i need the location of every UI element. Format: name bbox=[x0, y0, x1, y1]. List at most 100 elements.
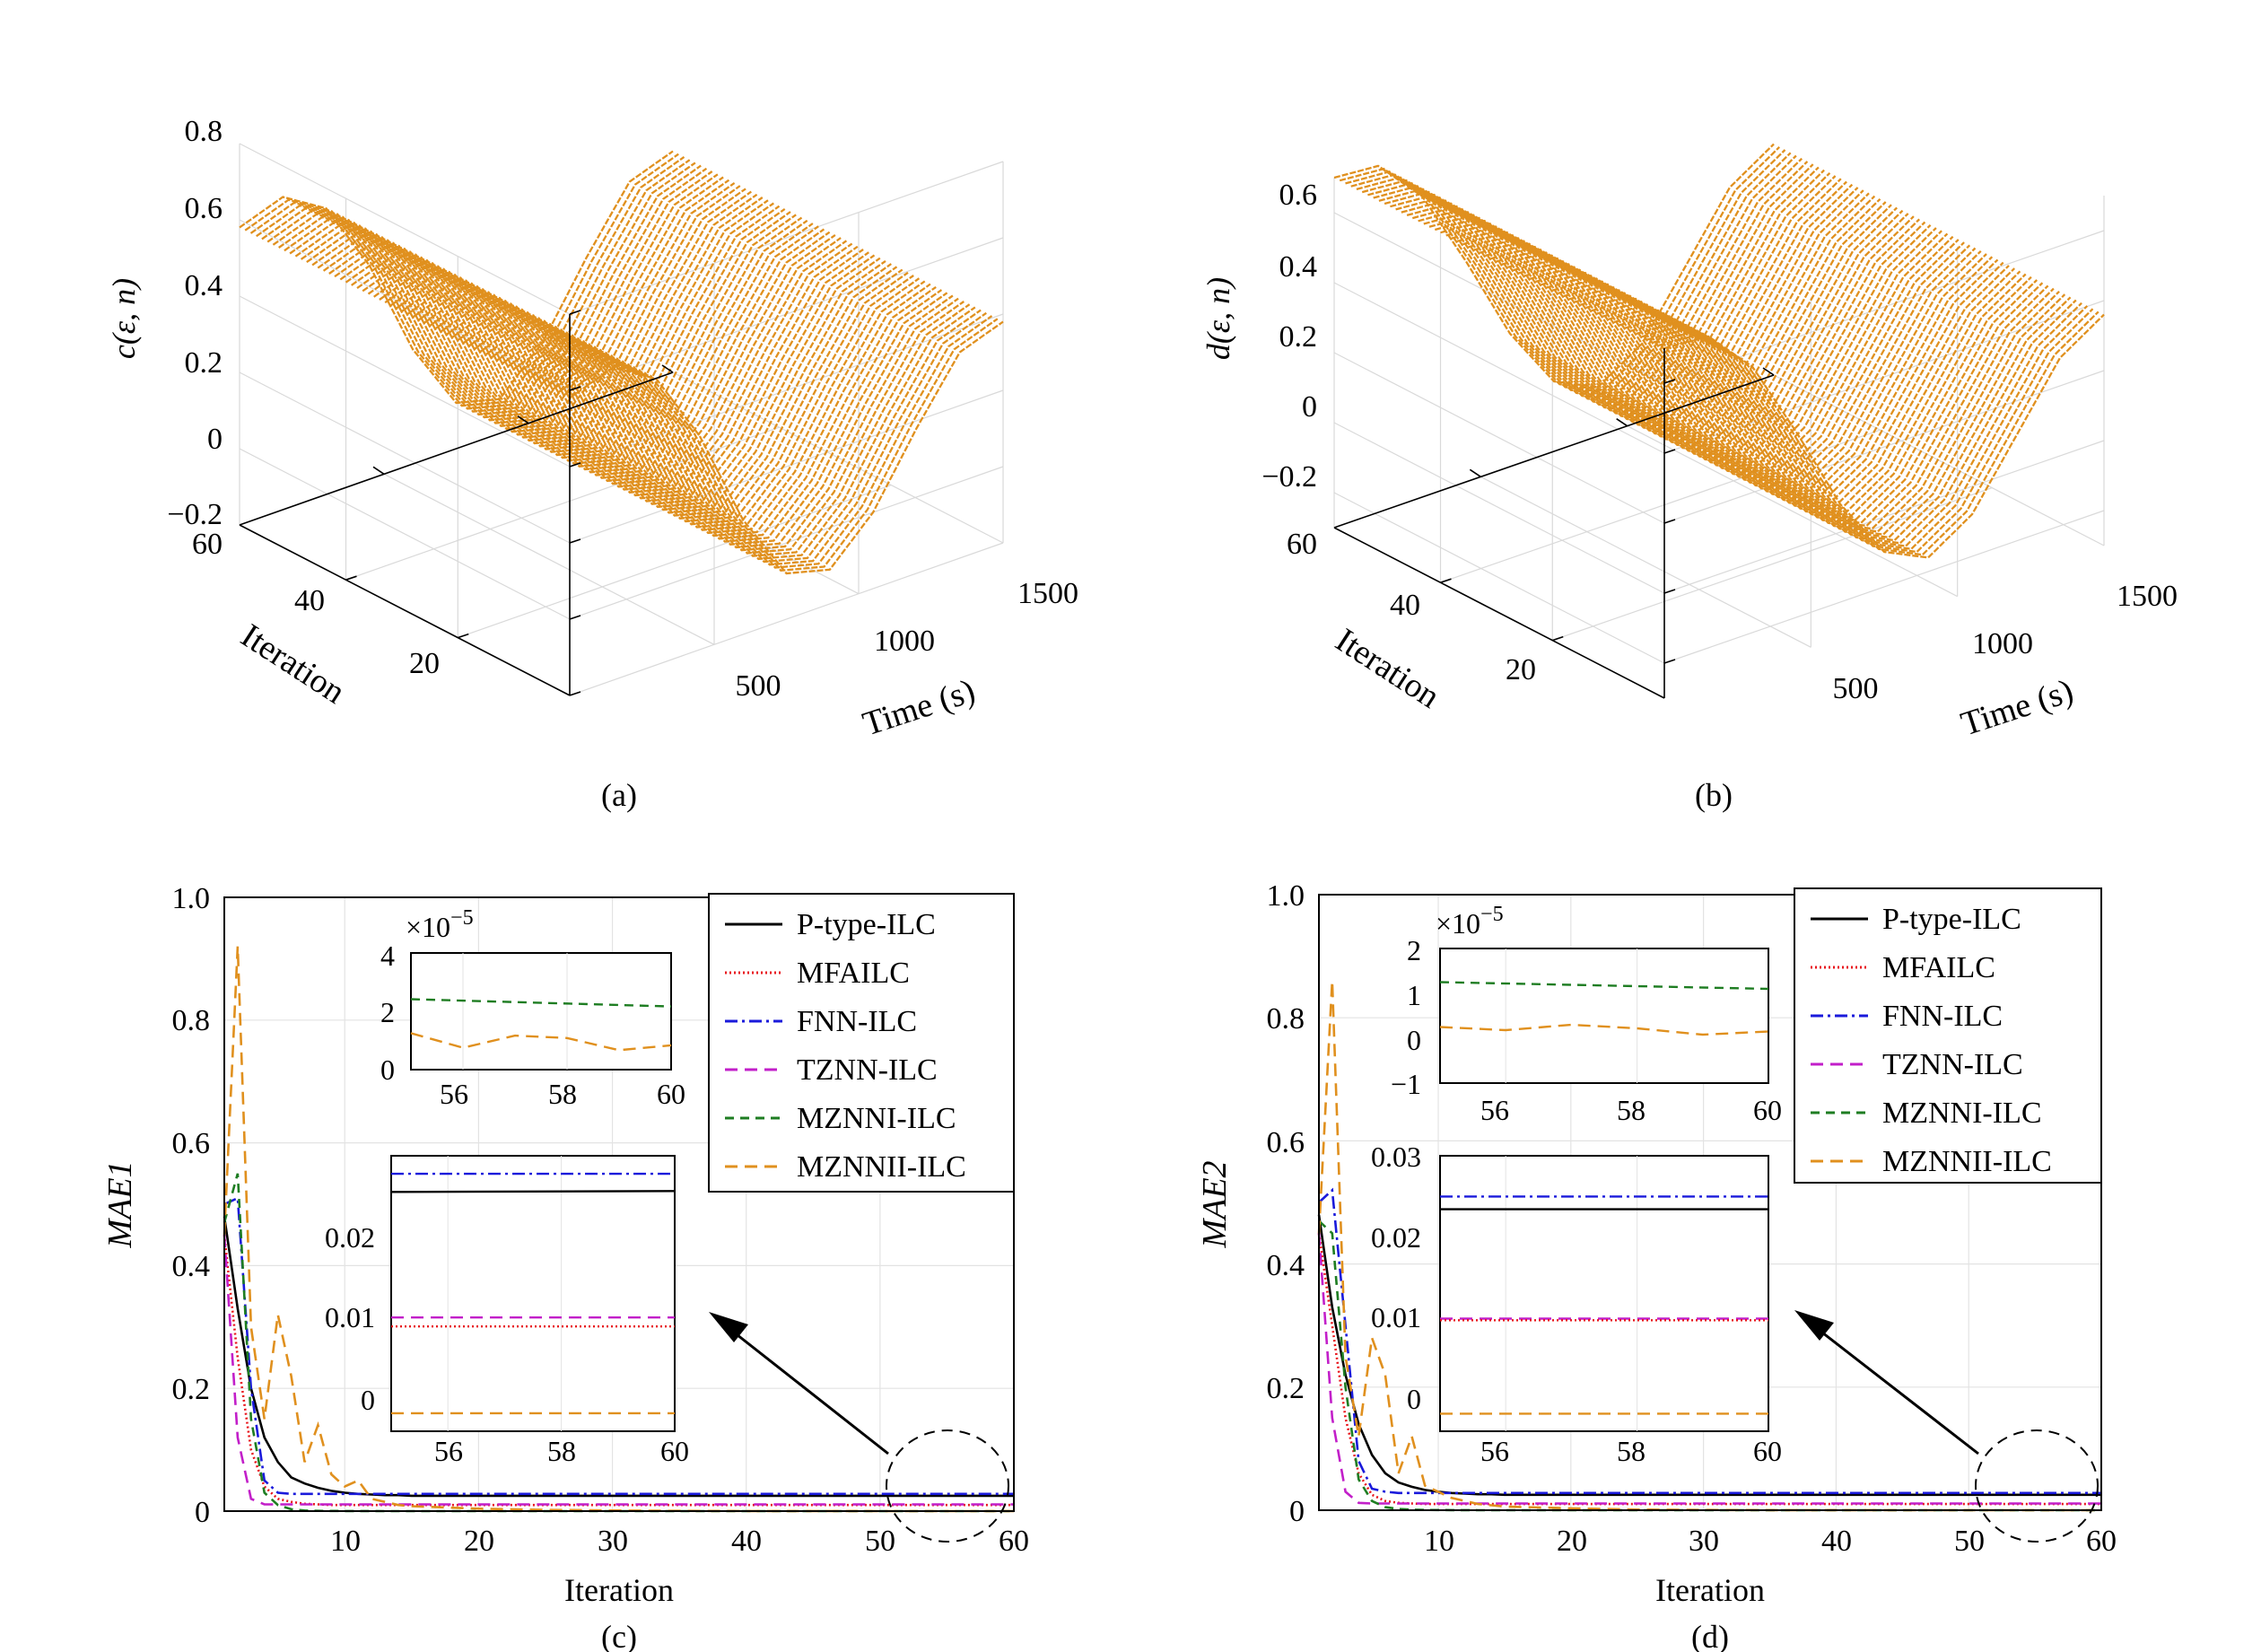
z-tick bbox=[1663, 379, 1676, 384]
panel-a-zlabel: c(ε, n) bbox=[106, 278, 142, 359]
surface-iteration-line bbox=[1339, 145, 1781, 391]
panel-d-xtick: 30 bbox=[1689, 1525, 1719, 1558]
panel-c-xtick: 60 bbox=[999, 1525, 1029, 1558]
surface-iteration-line bbox=[1636, 299, 2077, 545]
surface-iteration-line bbox=[239, 150, 674, 405]
surface-iteration-line bbox=[484, 277, 921, 531]
surface-iteration-line bbox=[1406, 180, 1847, 426]
panel-b-ylabel: Iteration bbox=[1329, 621, 1446, 715]
surface-iteration-line bbox=[1468, 213, 1909, 458]
series-line-fnn-ilc bbox=[1318, 1187, 2101, 1495]
panel-b-iter-tick: 40 bbox=[1390, 589, 1420, 622]
panel-d-ytick: 0.2 bbox=[1267, 1372, 1305, 1405]
surface-iteration-line bbox=[1653, 308, 2094, 554]
surface-iteration-line bbox=[1641, 302, 2082, 547]
panel-c-inset-top-xtick: 58 bbox=[548, 1078, 577, 1110]
surface-iteration-line bbox=[1602, 282, 2044, 528]
surface-iteration-line bbox=[300, 181, 736, 436]
panel-c-xtick: 20 bbox=[464, 1525, 494, 1558]
surface-iteration-line bbox=[356, 211, 791, 465]
surface-iteration-line bbox=[1345, 149, 1786, 395]
panel-d-xtick: 10 bbox=[1424, 1525, 1454, 1558]
surface-iteration-line bbox=[1350, 152, 1792, 398]
panel-d-inset-bottom-ytick: 0 bbox=[1407, 1383, 1421, 1415]
panel-c-xtick: 10 bbox=[330, 1525, 361, 1558]
panel-c-inset-top-exponent: ×10−5 bbox=[406, 906, 474, 943]
panel-b-surface-chart: 0.6 0.4 0.2 0 −0.2 60 40 20 500 1000 150… bbox=[1200, 143, 2178, 813]
panel-d-ytick: 0.6 bbox=[1267, 1126, 1305, 1159]
inset-series-line bbox=[1439, 1023, 1769, 1036]
panel-a-iter-tick: 20 bbox=[409, 647, 440, 680]
grid-line bbox=[383, 473, 715, 645]
panel-d-inset-top-exponent: ×10−5 bbox=[1436, 903, 1504, 940]
panel-c-inset-bottom-xtick: 60 bbox=[660, 1435, 689, 1467]
surface-iteration-line bbox=[1658, 310, 2100, 556]
panel-d-inset-top-ytick: 0 bbox=[1407, 1024, 1421, 1056]
legend-label: P-type-ILC bbox=[797, 908, 936, 941]
surface-iteration-line bbox=[1563, 261, 2004, 507]
panel-d-inset-top-xtick: 58 bbox=[1617, 1094, 1646, 1126]
iteration-tick bbox=[1440, 578, 1452, 583]
surface-iteration-line bbox=[529, 301, 965, 555]
iteration-tick bbox=[1552, 635, 1564, 642]
surface-iteration-line bbox=[1546, 253, 1987, 499]
surface-iteration-line bbox=[289, 176, 724, 431]
surface-iteration-line bbox=[1412, 183, 1854, 429]
iteration-tick bbox=[458, 633, 469, 639]
panel-b-ztick: 0 bbox=[1302, 390, 1317, 424]
surface-iteration-line bbox=[502, 285, 937, 540]
panel-d-ytick: 0.8 bbox=[1267, 1002, 1305, 1036]
panel-a-ztick: −0.2 bbox=[167, 498, 223, 531]
panel-d-plot-frame bbox=[1318, 894, 2102, 1511]
legend-label: TZNN-ILC bbox=[1882, 1048, 2023, 1081]
surface-iteration-line bbox=[256, 159, 691, 413]
legend-label: MFAILC bbox=[797, 957, 910, 990]
panel-c-line-chart: 0 0.2 0.4 0.6 0.8 1.0 10 20 30 40 50 60 … bbox=[101, 882, 1029, 1652]
surface-iteration-line bbox=[284, 173, 719, 427]
panel-d-inset-top-xtick: 60 bbox=[1753, 1094, 1782, 1126]
panel-a-ztick: 0.2 bbox=[185, 346, 223, 380]
surface-iteration-line bbox=[1613, 287, 2055, 533]
panel-a-axes bbox=[239, 310, 674, 696]
z-tick bbox=[569, 462, 581, 468]
surface-iteration-line bbox=[1647, 305, 2089, 550]
surface-iteration-line bbox=[1479, 218, 1921, 464]
panel-c-inset-top-ytick: 2 bbox=[380, 996, 395, 1028]
surface-iteration-line bbox=[244, 153, 679, 407]
panel-d-xtick: 20 bbox=[1557, 1525, 1587, 1558]
panel-c-xtick: 30 bbox=[598, 1525, 628, 1558]
panel-b-zlabel: d(ε, n) bbox=[1200, 277, 1236, 360]
surface-iteration-line bbox=[1558, 258, 1999, 504]
surface-iteration-line bbox=[389, 228, 825, 483]
time-tick bbox=[517, 415, 529, 424]
z-tick bbox=[569, 386, 581, 391]
surface-iteration-line bbox=[1523, 241, 1965, 487]
panel-c-ytick: 0.8 bbox=[172, 1004, 211, 1037]
series-line-tznn-ilc bbox=[223, 1235, 1014, 1506]
surface-iteration-line bbox=[462, 266, 898, 520]
surface-iteration-line bbox=[519, 294, 954, 549]
surface-iteration-line bbox=[423, 245, 859, 500]
panel-c-xtick: 50 bbox=[865, 1525, 895, 1558]
z-tick bbox=[1663, 449, 1676, 454]
surface-iteration-line bbox=[541, 306, 976, 561]
panel-d-ylabel: MAE2 bbox=[1196, 1160, 1234, 1248]
panel-c-xlabel: Iteration bbox=[564, 1572, 674, 1608]
panel-d-legend: P-type-ILC MFAILC FNN-ILC TZNN-ILC MZNNI-ILC… bbox=[1794, 887, 2102, 1184]
surface-iteration-line bbox=[311, 188, 746, 442]
surface-iteration-line bbox=[1390, 171, 1831, 417]
surface-iteration-line bbox=[1440, 197, 1881, 443]
surface-iteration-line bbox=[1630, 296, 2072, 542]
panel-a-ztick: 0.4 bbox=[185, 269, 223, 302]
panel-d-inset-bottom-xtick: 58 bbox=[1617, 1435, 1646, 1467]
series-line-mfailc bbox=[1317, 1233, 2101, 1506]
panel-d-ytick: 0 bbox=[1289, 1495, 1305, 1528]
grid-line bbox=[239, 371, 1004, 544]
panel-b-axes bbox=[1333, 348, 1775, 699]
surface-iteration-line bbox=[1395, 175, 1837, 421]
grid-line bbox=[1440, 429, 1881, 583]
panel-d-zoom-arrow bbox=[1813, 1324, 1979, 1455]
surface-iteration-line bbox=[1507, 232, 1949, 478]
panel-c-plot-frame bbox=[223, 896, 1015, 1512]
time-tick bbox=[1762, 367, 1775, 376]
